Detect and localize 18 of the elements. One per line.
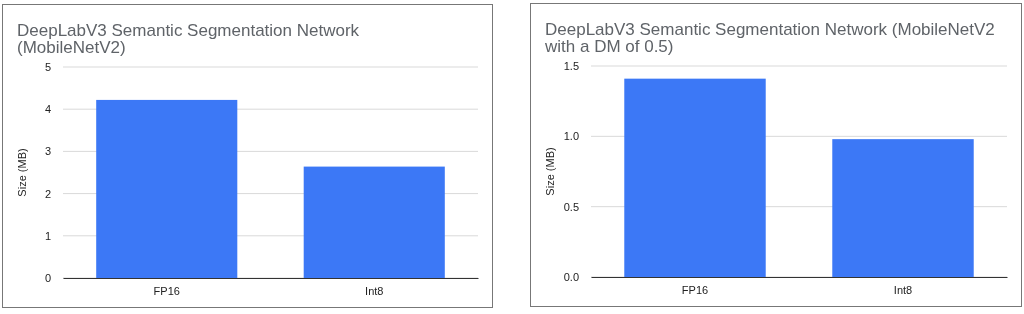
chart-title: DeepLabV3 Semantic Segmentation Network (MobileNetV2 with a DM of 0.5) [544, 20, 995, 56]
chart-title: DeepLabV3 Semantic Segmentation Network (MobileNetV2) [17, 21, 360, 57]
y-tick-label: 4 [44, 103, 51, 116]
x-tick-label: FP16 [153, 284, 180, 297]
y-tick-label: 1.0 [563, 130, 579, 143]
y-tick-label: 1 [44, 229, 51, 242]
y-tick-label: 3 [44, 145, 51, 158]
x-tick-label: Int8 [893, 283, 913, 296]
y-axis-title: Size (MB) [544, 147, 556, 196]
y-tick-label: 0.5 [563, 200, 579, 213]
y-tick-label: 2 [44, 187, 51, 200]
x-tick-label: FP16 [681, 283, 709, 296]
y-axis-title: Size (MB) [16, 148, 28, 197]
x-tick-label: Int8 [365, 284, 384, 297]
y-tick-label: 0 [44, 272, 51, 285]
y-tick-label: 5 [44, 61, 51, 74]
y-tick-label: 0.0 [563, 271, 579, 284]
y-tick-label: 1.5 [563, 60, 579, 73]
